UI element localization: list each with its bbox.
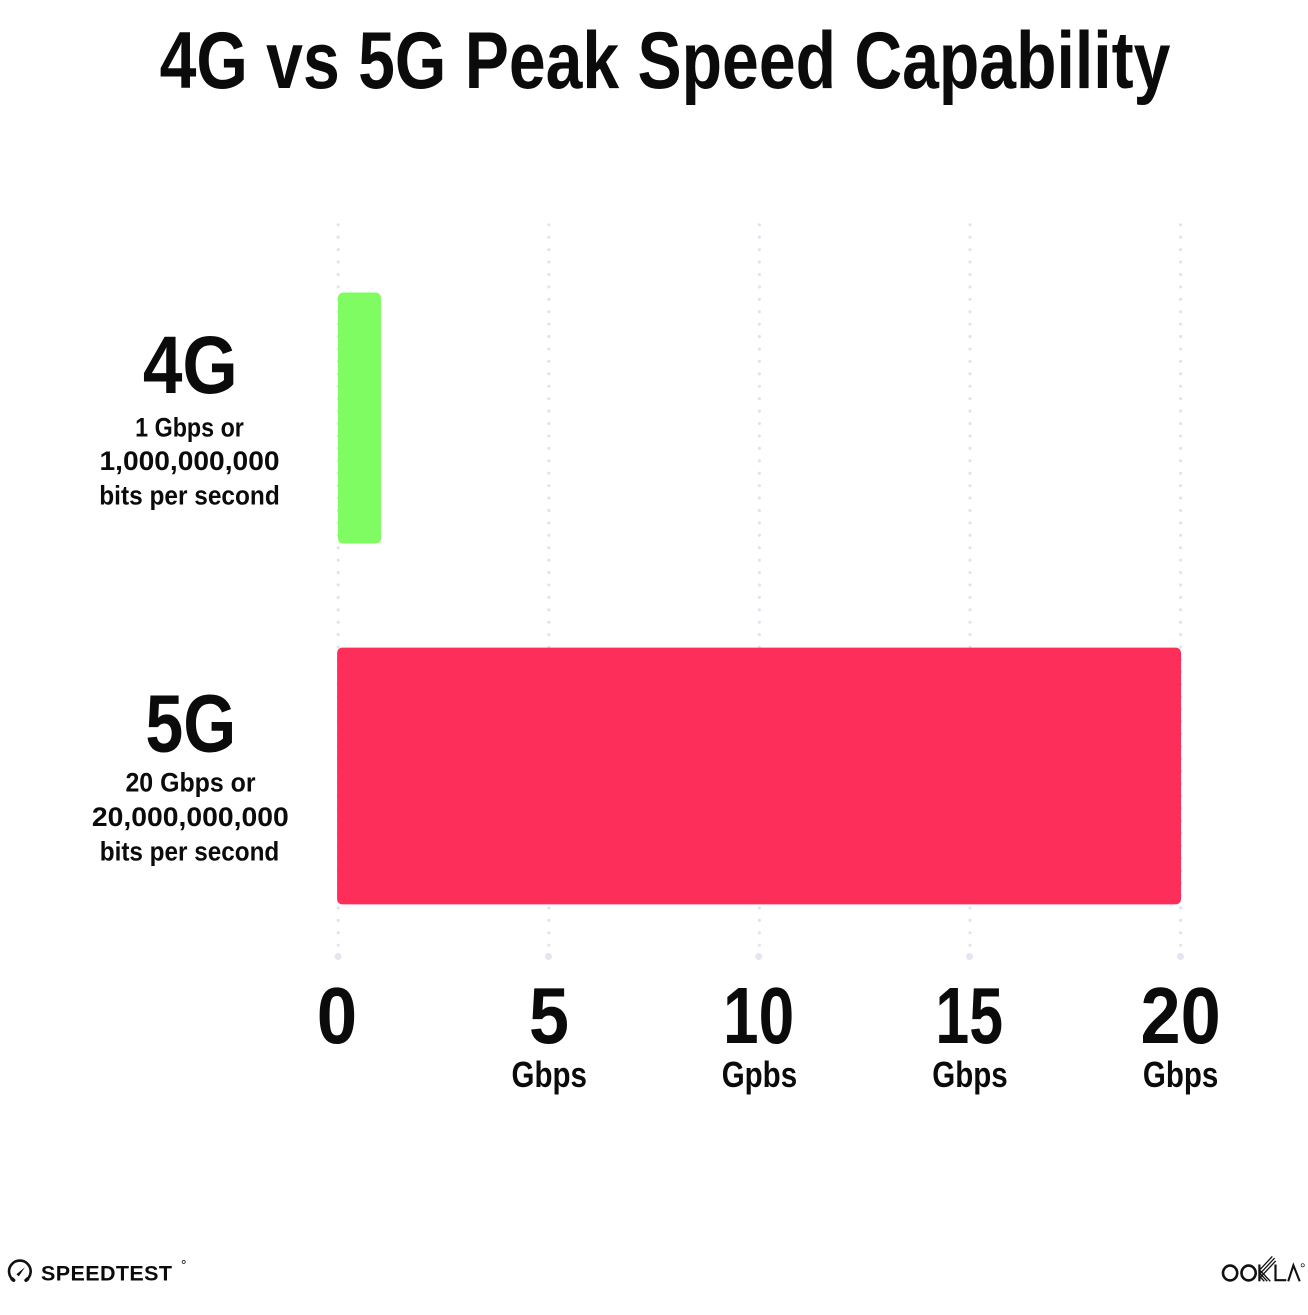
- svg-text:Gpbs: Gpbs: [722, 1054, 797, 1094]
- svg-text:Gbps: Gbps: [932, 1054, 1007, 1094]
- svg-text:5G: 5G: [145, 678, 236, 769]
- svg-text:10: 10: [723, 971, 794, 1060]
- svg-text:1 Gbps or: 1 Gbps or: [135, 413, 244, 443]
- svg-text:0: 0: [317, 972, 357, 1061]
- svg-text:Gbps: Gbps: [1143, 1054, 1218, 1094]
- svg-text:4G vs 5G Peak Speed Capability: 4G vs 5G Peak Speed Capability: [160, 15, 1171, 106]
- svg-text:20 Gbps or: 20 Gbps or: [125, 766, 255, 797]
- svg-text:20,000,000,000: 20,000,000,000: [92, 802, 289, 832]
- svg-text:5: 5: [529, 972, 569, 1061]
- svg-text:15: 15: [935, 972, 1003, 1061]
- svg-text:bits per second: bits per second: [100, 837, 279, 866]
- svg-text:bits per second: bits per second: [99, 481, 279, 510]
- svg-text:1,000,000,000: 1,000,000,000: [99, 446, 279, 476]
- svg-text:20: 20: [1140, 972, 1220, 1061]
- svg-text:4G: 4G: [143, 320, 238, 411]
- svg-text:Gbps: Gbps: [511, 1054, 586, 1094]
- svg-text:SPEEDTEST: SPEEDTEST: [41, 1262, 172, 1286]
